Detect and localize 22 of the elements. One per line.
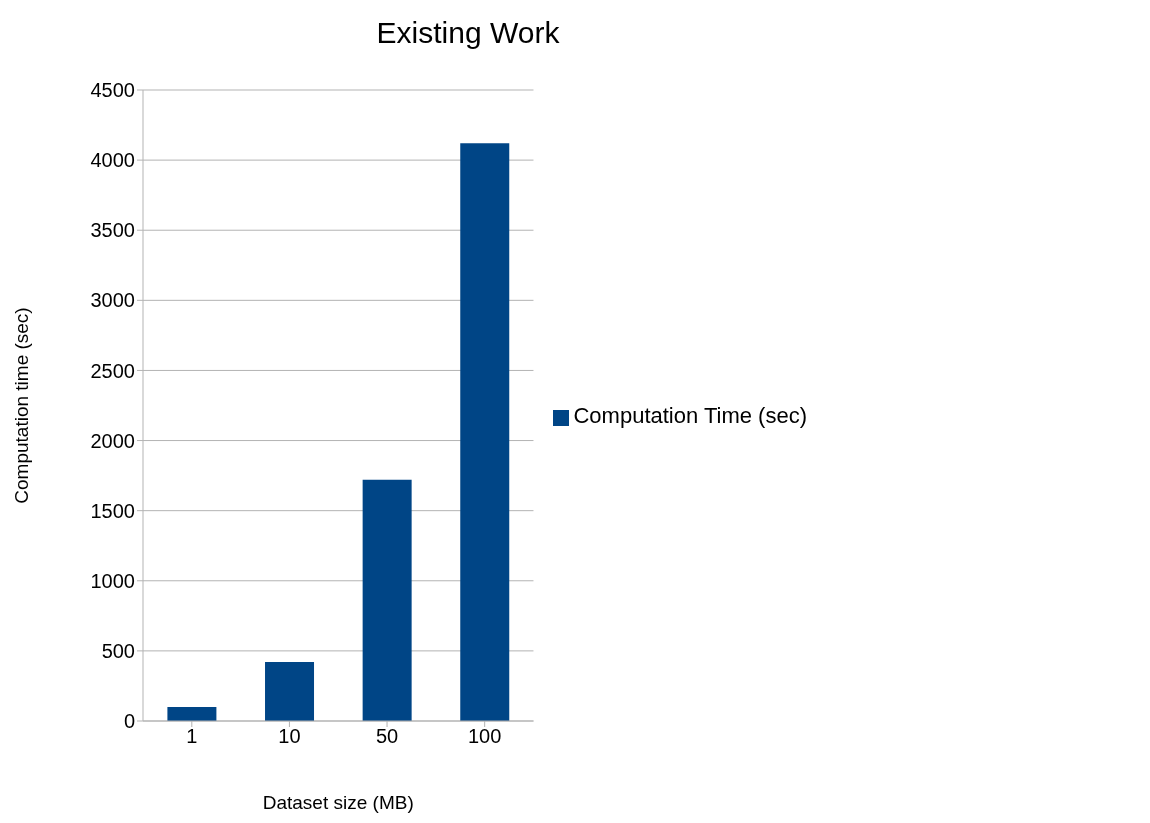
y-tick-label: 1500 — [90, 499, 135, 522]
y-tick-label: 500 — [101, 639, 135, 662]
y-tick-label: 0 — [123, 710, 135, 733]
x-tick-label: 50 — [375, 725, 399, 748]
x-tick-label: 100 — [467, 725, 502, 748]
y-tick-label: 2000 — [90, 429, 135, 452]
x-tick-label: 1 — [186, 725, 198, 748]
y-axis-title: Computation time (sec) — [10, 307, 32, 504]
x-tick-label: 10 — [278, 725, 301, 748]
y-tick-label: 2500 — [90, 359, 135, 382]
legend-label: Computation Time (sec) — [573, 402, 807, 428]
y-tick-label: 3000 — [90, 289, 135, 312]
y-tick-label: 3500 — [90, 219, 135, 242]
bar — [265, 662, 315, 721]
x-axis-title: Dataset size (MB) — [262, 792, 414, 813]
bar — [167, 706, 217, 721]
chart-title: Existing Work — [375, 16, 561, 50]
y-tick-label: 4500 — [90, 79, 135, 102]
y-tick-label: 1000 — [90, 569, 135, 592]
y-tick-label: 4000 — [90, 149, 135, 172]
bar — [460, 143, 510, 721]
bar — [362, 479, 412, 721]
